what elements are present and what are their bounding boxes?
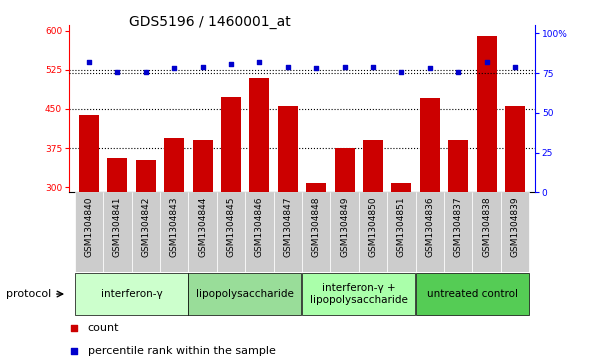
Bar [75,192,103,272]
Bar [164,138,184,344]
Bar [444,192,472,272]
Text: protocol: protocol [6,289,51,299]
Bar [108,159,127,344]
Text: untreated control: untreated control [427,289,518,299]
Text: interferon-γ +
lipopolysaccharide: interferon-γ + lipopolysaccharide [310,283,407,305]
Bar [136,159,156,344]
Text: GSM1304841: GSM1304841 [113,196,122,257]
Bar [103,192,132,272]
Bar [505,106,525,344]
Bar [273,192,302,272]
Text: GSM1304839: GSM1304839 [510,196,519,257]
Point [283,64,293,70]
Bar [420,98,440,344]
Point [226,61,236,66]
Text: GSM1304844: GSM1304844 [198,196,207,257]
Point [198,64,207,70]
Bar [302,192,331,272]
Text: GSM1304845: GSM1304845 [227,196,236,257]
Text: lipopolysaccharide: lipopolysaccharide [197,289,294,299]
Text: interferon-γ: interferon-γ [101,289,162,299]
Bar [193,140,213,344]
Bar [221,97,241,344]
Point [255,59,264,65]
Bar [477,36,496,344]
Point [340,64,349,70]
Bar [335,148,355,344]
Text: GSM1304849: GSM1304849 [340,196,349,257]
Bar [363,140,383,344]
Bar [331,192,359,272]
Bar [416,192,444,272]
Bar [416,273,529,315]
Bar [160,192,188,272]
Bar [391,183,411,344]
Point [397,69,406,74]
Point [510,64,520,70]
Text: GSM1304838: GSM1304838 [482,196,491,257]
Text: GSM1304851: GSM1304851 [397,196,406,257]
Bar [79,115,99,344]
Bar [75,273,188,315]
Bar [188,192,217,272]
Text: GSM1304842: GSM1304842 [141,196,150,257]
Point [112,69,122,74]
Bar [217,192,245,272]
Bar [501,192,529,272]
Point [368,64,378,70]
Point [84,59,94,65]
Text: GSM1304850: GSM1304850 [368,196,377,257]
Bar [278,106,297,344]
Bar [249,78,269,344]
Point [453,69,463,74]
Bar [387,192,416,272]
Bar [245,192,273,272]
Bar [307,183,326,344]
Text: GSM1304836: GSM1304836 [426,196,435,257]
Point [69,325,79,331]
Point [311,65,321,71]
Point [482,59,492,65]
Text: percentile rank within the sample: percentile rank within the sample [88,346,276,356]
Bar [448,140,468,344]
Text: GSM1304837: GSM1304837 [454,196,463,257]
Bar [302,273,415,315]
Point [141,69,151,74]
Text: GDS5196 / 1460001_at: GDS5196 / 1460001_at [129,15,291,29]
Point [425,65,435,71]
Text: GSM1304843: GSM1304843 [169,196,178,257]
Text: GSM1304848: GSM1304848 [312,196,321,257]
Point [69,348,79,354]
Text: count: count [88,323,119,333]
Bar [188,273,302,315]
Text: GSM1304846: GSM1304846 [255,196,264,257]
Bar [359,192,387,272]
Text: GSM1304840: GSM1304840 [85,196,94,257]
Text: GSM1304847: GSM1304847 [283,196,292,257]
Bar [472,192,501,272]
Bar [132,192,160,272]
Point [169,65,179,71]
